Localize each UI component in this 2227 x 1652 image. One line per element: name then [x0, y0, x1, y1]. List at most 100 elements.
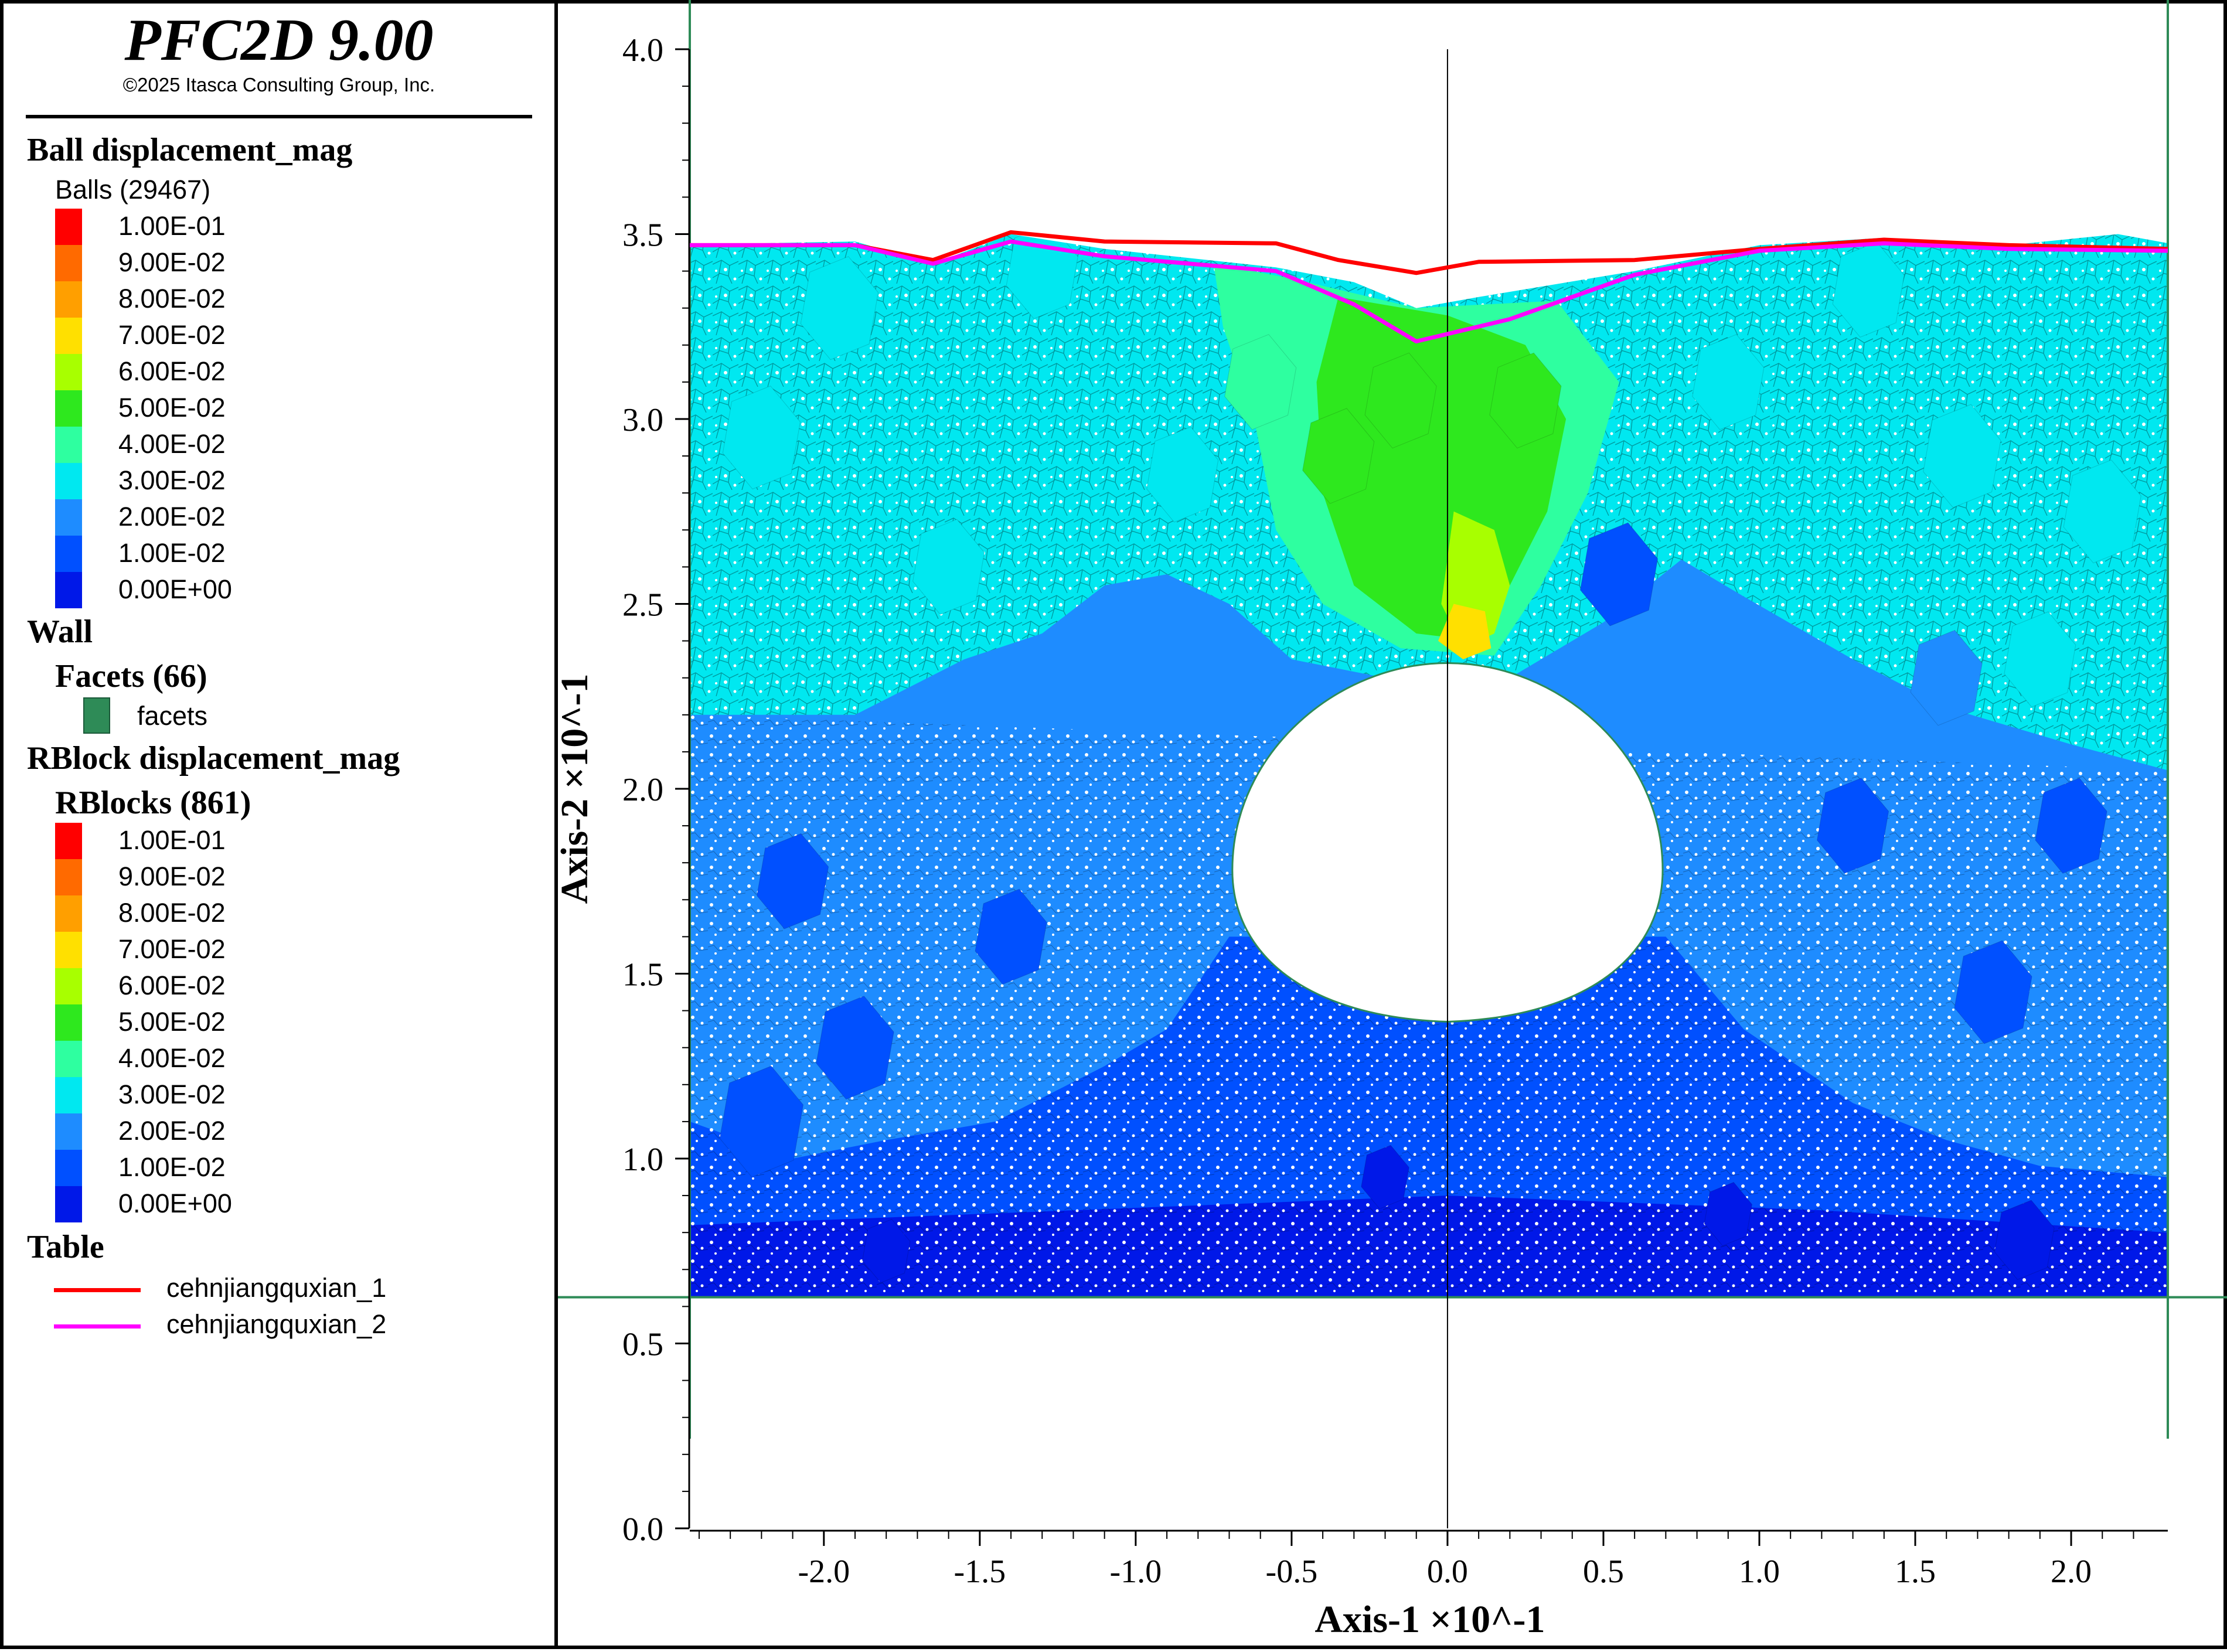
rblock-scale-label: 0.00E+00: [118, 1188, 232, 1218]
x-tick-label: 2.0: [2051, 1554, 2092, 1590]
settlement-curves: [690, 230, 2168, 343]
ball-scale-label: 0.00E+00: [118, 574, 232, 604]
rblock-scale-swatch: [55, 932, 82, 968]
rblock: [1954, 940, 2032, 1044]
ball-scale-label: 3.00E-02: [118, 465, 226, 495]
y-tick-label: 1.0: [622, 1142, 663, 1178]
y-tick-label: 3.5: [622, 217, 663, 254]
y-tick-label: 4.0: [622, 32, 663, 69]
band-yellow: [1438, 604, 1492, 660]
rblock-scale-label: 7.00E-02: [118, 934, 226, 964]
rblock-legend-header: RBlock displacement_mag: [27, 740, 400, 776]
facets-count-label: Facets (66): [55, 658, 207, 694]
x-tick-label: 1.0: [1739, 1554, 1780, 1590]
rblock-scale-swatch: [55, 1113, 82, 1150]
rblock: [2063, 459, 2141, 564]
x-tick-label: -1.5: [954, 1554, 1006, 1590]
y-tick-label: 2.5: [622, 587, 663, 624]
ball-scale-label: 2.00E-02: [118, 502, 226, 532]
axes: 0.0 0.5 1.0 1.5 2.0 2.5 3.0 3.5 4.0 -2.0 -1.5 -1.0 -…: [553, 32, 2168, 1641]
y-tick-label: 1.5: [622, 957, 663, 993]
ball-scale-label: 1.00E-02: [118, 538, 226, 568]
rblock: [861, 1218, 911, 1283]
ball-scale-swatch: [55, 354, 82, 390]
rblock-scale-swatch: [55, 895, 82, 932]
rblock: [1817, 778, 1889, 874]
ball-scale-label: 4.00E-02: [118, 429, 226, 459]
rblock: [1923, 404, 2001, 508]
ball-scale-swatch: [55, 499, 82, 536]
rblocks-count-label: RBlocks (861): [55, 785, 251, 821]
ball-legend-header: Ball displacement_mag: [27, 132, 353, 168]
x-tick-label: -1.0: [1110, 1554, 1162, 1590]
rblock: [975, 888, 1047, 985]
rblock-scale-label: 1.00E-01: [118, 825, 226, 855]
rblock: [1704, 1181, 1752, 1246]
ball-scale-swatch: [55, 281, 82, 318]
rblock: [1302, 408, 1375, 504]
series-line-1: [690, 230, 2168, 275]
ball-scale-swatch: [55, 209, 82, 245]
facets-swatch: [83, 697, 110, 734]
ball-scale-label: 1.00E-01: [118, 211, 226, 241]
rblock-scale-label: 6.00E-02: [118, 970, 226, 1000]
y-axis-label: Axis-2 ×10^-1: [558, 673, 596, 904]
series-line-2: [690, 239, 2168, 343]
rblock-scale-swatch: [55, 823, 82, 859]
rblock: [1146, 426, 1219, 523]
rblock: [1361, 1145, 1409, 1210]
balls-count-label: Balls (29467): [55, 175, 211, 205]
ball-scale-swatch: [55, 390, 82, 427]
rblock-scale-label: 5.00E-02: [118, 1007, 226, 1037]
y-tick-label: 3.0: [622, 402, 663, 438]
rblock: [722, 385, 801, 490]
table-legend-header: Table: [27, 1229, 104, 1265]
rblock: [719, 1065, 804, 1178]
displacement-contour: [558, 0, 2227, 1439]
legend-divider: [26, 115, 532, 118]
rblock-scale-label: 1.00E-02: [118, 1152, 226, 1182]
ball-scale-label: 7.00E-02: [118, 320, 226, 350]
copyright-text: ©2025 Itasca Consulting Group, Inc.: [122, 74, 435, 96]
wall-legend-header: Wall: [27, 614, 93, 650]
x-tick-label: 1.5: [1895, 1554, 1936, 1590]
rblock-scale-swatch: [55, 1150, 82, 1186]
y-tick-label: 0.0: [622, 1511, 663, 1548]
rblock-scale-swatch: [55, 968, 82, 1004]
rblock: [1006, 231, 1078, 319]
ball-scale-swatch: [55, 572, 82, 608]
legend-panel: PFC2D 9.00 ©2025 Itasca Consulting Group…: [0, 0, 558, 1649]
contour-bands: [690, 231, 2168, 1297]
ball-scale-label: 5.00E-02: [118, 393, 226, 423]
x-tick-label: 0.5: [1583, 1554, 1624, 1590]
app-title: PFC2D 9.00: [124, 7, 434, 73]
rblock: [1489, 352, 1562, 449]
table-item-label-1: cehnjiangquxian_1: [166, 1273, 387, 1303]
x-tick-label: 0.0: [1427, 1554, 1468, 1590]
table-line-swatch-1: [54, 1288, 141, 1292]
rblock: [816, 996, 894, 1100]
plot-area: 0.0 0.5 1.0 1.5 2.0 2.5 3.0 3.5 4.0 -2.0 -1.5 -1.0 -…: [553, 0, 2227, 1649]
rblock-scale-swatch: [55, 859, 82, 895]
ball-scale-label: 6.00E-02: [118, 356, 226, 386]
rblock: [1910, 629, 1983, 726]
rblock-scale-swatch: [55, 1004, 82, 1041]
rblock: [2004, 611, 2076, 708]
rblock-scale-label: 2.00E-02: [118, 1116, 226, 1146]
rblock: [800, 256, 879, 360]
ball-scale-swatch: [55, 318, 82, 354]
rblock: [1692, 334, 1765, 430]
rblock: [1224, 334, 1297, 430]
rblock-scale-label: 9.00E-02: [118, 861, 226, 891]
rblock: [2035, 778, 2107, 874]
rblock-scale-swatch: [55, 1077, 82, 1113]
table-line-swatch-2: [54, 1324, 141, 1329]
rblock-scale-label: 4.00E-02: [118, 1043, 226, 1073]
rblock: [757, 833, 829, 929]
facets-item-label: facets: [137, 701, 208, 731]
x-tick-label: -0.5: [1266, 1554, 1318, 1590]
model-plot: 0.0 0.5 1.0 1.5 2.0 2.5 3.0 3.5 4.0 -2.0 -1.5 -1.0 -…: [553, 0, 2227, 1641]
rblock: [1364, 352, 1437, 449]
x-axis-label: Axis-1 ×10^-1: [1315, 1598, 1545, 1641]
